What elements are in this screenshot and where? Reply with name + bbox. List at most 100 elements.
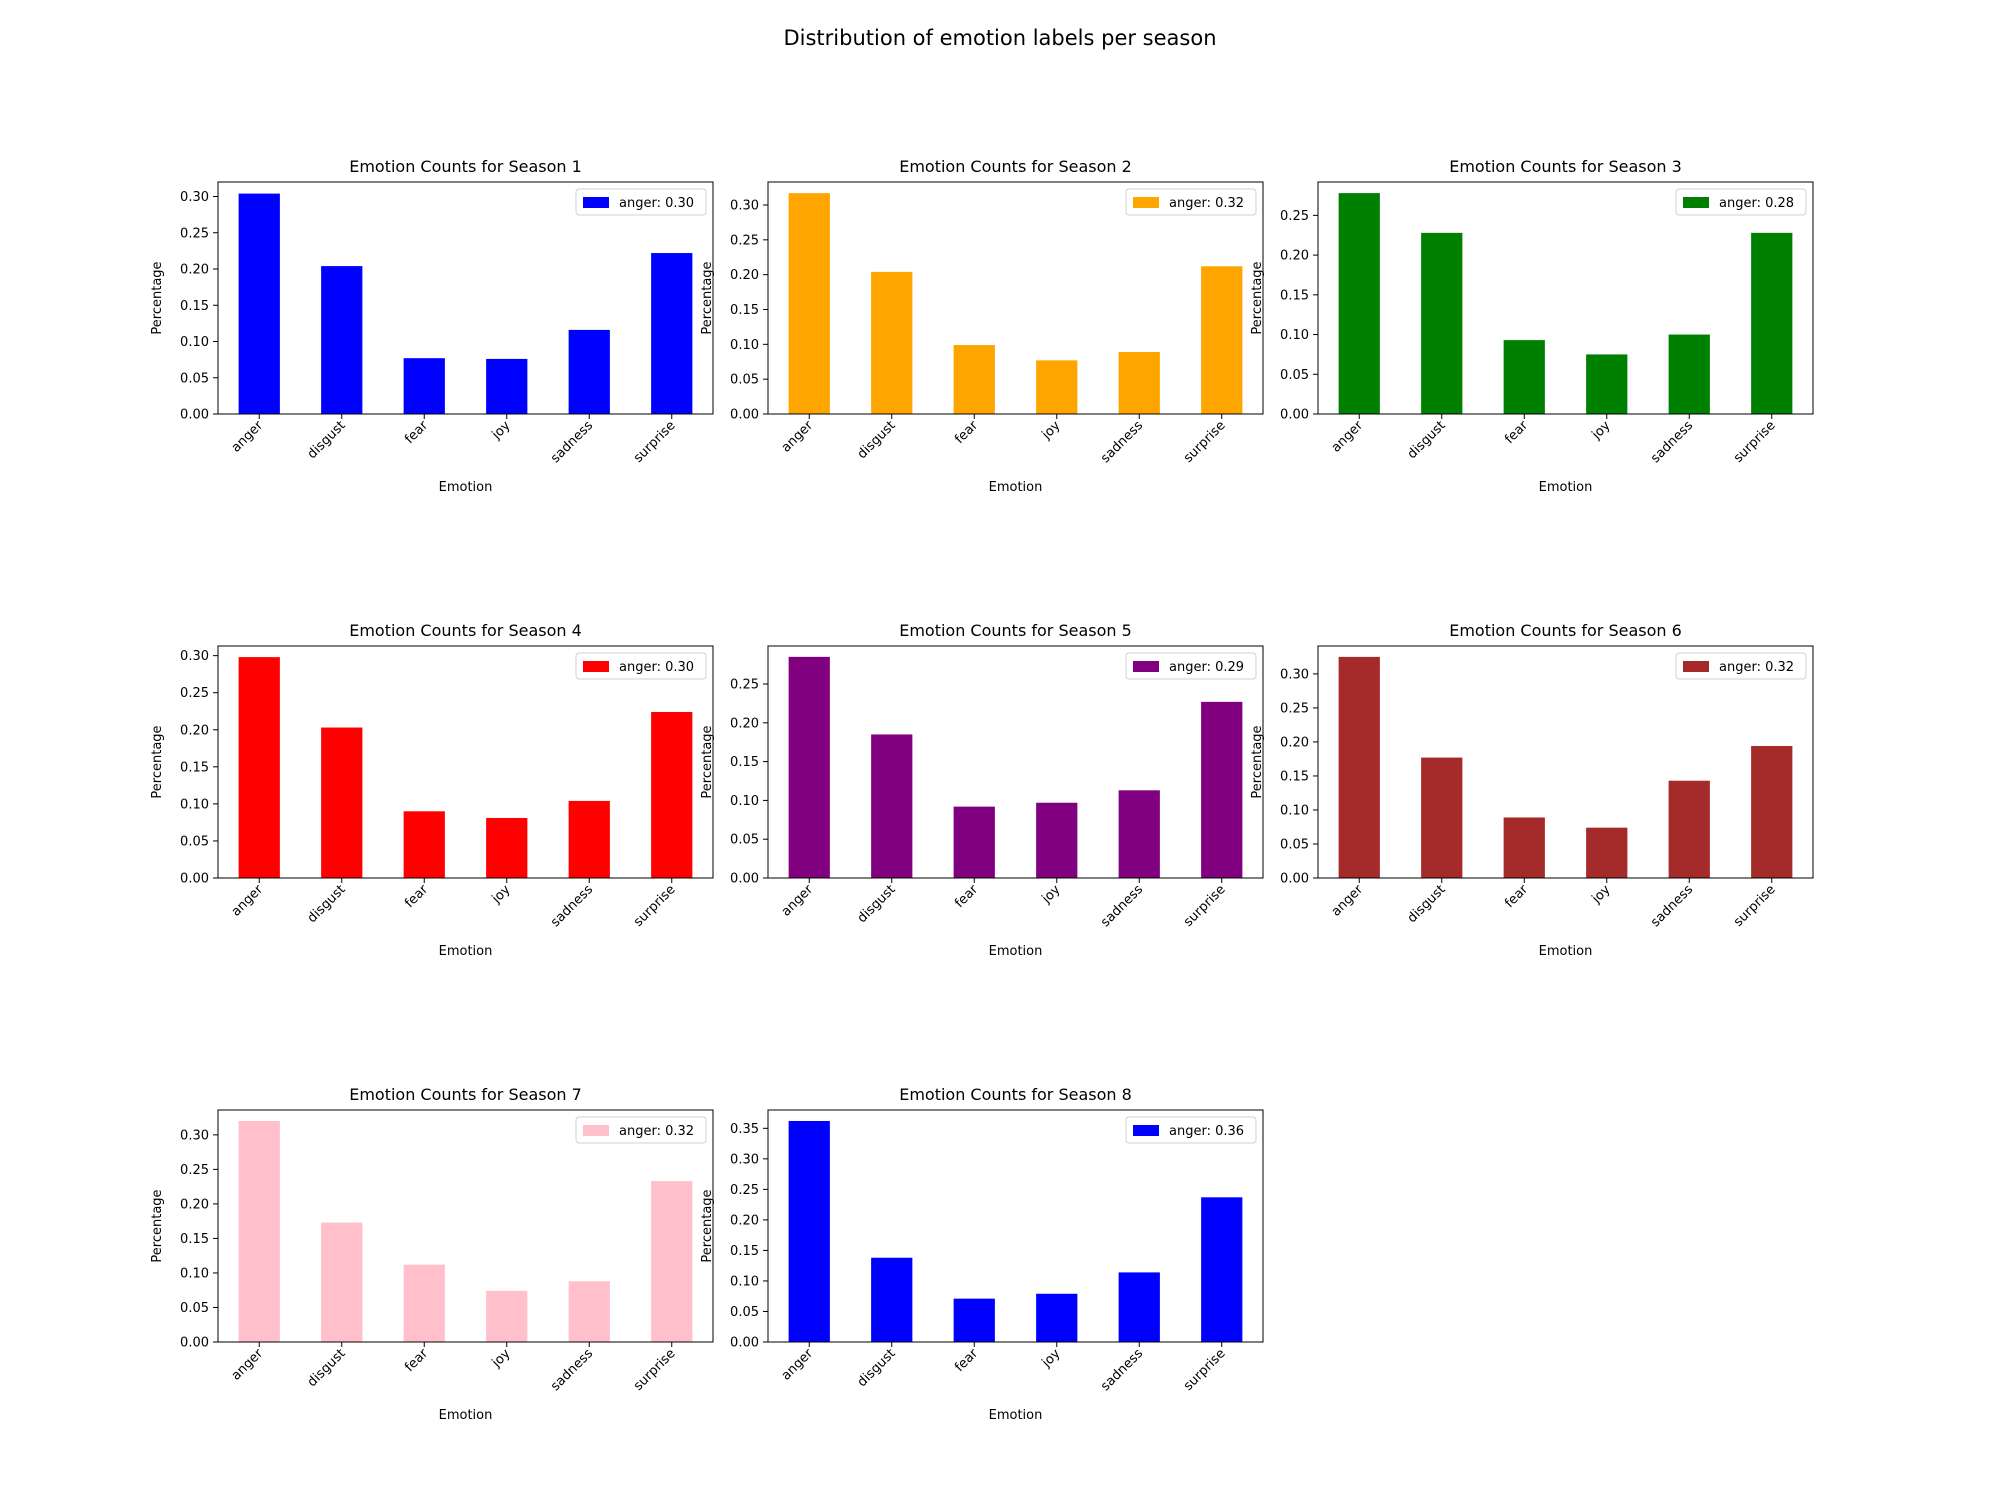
y-tick-label: 0.25	[180, 1163, 209, 1178]
y-axis-label: Percentage	[150, 261, 165, 334]
plot-frame	[217, 1109, 714, 1343]
bar-sadness	[1118, 790, 1160, 878]
x-tick-label-joy: joy	[1589, 882, 1614, 907]
y-tick-label: 0.00	[180, 408, 209, 423]
y-tick-label: 0.15	[730, 1244, 759, 1259]
x-tick-label-fear: fear	[952, 882, 981, 911]
bar-surprise	[1201, 266, 1243, 414]
legend: anger: 0.32	[575, 1116, 707, 1144]
y-tick-label: 0.30	[730, 1152, 759, 1167]
y-tick-label: 0.20	[180, 723, 209, 738]
y-tick-label: 0.10	[1280, 803, 1309, 818]
y-tick-label: 0.30	[180, 190, 209, 205]
bar-sadness	[568, 1281, 610, 1342]
bar-joy	[1036, 802, 1078, 878]
y-axis-label: Percentage	[150, 725, 165, 798]
chart-title: Emotion Counts for Season 2	[899, 157, 1132, 176]
bar-sadness	[1118, 351, 1160, 414]
x-tick-label-joy: joy	[1039, 1346, 1064, 1371]
bar-joy	[1586, 827, 1628, 878]
x-tick-label-fear: fear	[1502, 418, 1531, 447]
y-tick-label: 0.15	[180, 760, 209, 775]
bar-surprise	[651, 711, 693, 878]
legend-label: anger: 0.29	[1169, 660, 1244, 675]
y-tick-label: 0.05	[1280, 837, 1309, 852]
legend: anger: 0.28	[1675, 188, 1807, 216]
bar-surprise	[1201, 701, 1243, 878]
x-tick-label-fear: fear	[402, 882, 431, 911]
legend: anger: 0.30	[575, 188, 707, 216]
x-tick-label-disgust: disgust	[855, 882, 899, 926]
bar-anger	[788, 193, 830, 414]
x-axis-label: Emotion	[439, 944, 493, 959]
bar-disgust	[321, 1222, 363, 1342]
legend-box	[575, 1116, 707, 1144]
y-tick-label: 0.25	[730, 233, 759, 248]
bar-disgust	[1421, 232, 1463, 414]
x-tick-label-disgust: disgust	[1405, 882, 1449, 926]
y-tick-label: 0.05	[180, 371, 209, 386]
y-tick-label: 0.00	[1280, 408, 1309, 423]
y-tick-label: 0.20	[1280, 249, 1309, 264]
bar-joy	[486, 358, 528, 414]
x-tick-label-surprise: surprise	[631, 882, 679, 930]
y-tick-label: 0.25	[730, 678, 759, 693]
y-tick-label: 0.00	[730, 872, 759, 887]
legend-box	[1675, 652, 1807, 680]
y-tick-label: 0.20	[730, 1213, 759, 1228]
y-tick-label: 0.05	[730, 373, 759, 388]
bar-disgust	[321, 727, 363, 878]
x-tick-label-surprise: surprise	[631, 418, 679, 466]
x-tick-label-anger: anger	[1329, 418, 1367, 456]
x-tick-label-anger: anger	[779, 882, 817, 920]
y-tick-label: 0.10	[730, 794, 759, 809]
y-tick-label: 0.20	[730, 716, 759, 731]
y-tick-label: 0.15	[1280, 769, 1309, 784]
legend: anger: 0.32	[1675, 652, 1807, 680]
y-tick-label: 0.15	[180, 1232, 209, 1247]
bar-disgust	[871, 734, 913, 878]
bar-sadness	[1668, 780, 1710, 878]
x-tick-label-surprise: surprise	[631, 1346, 679, 1394]
bar-sadness	[1118, 1272, 1160, 1342]
y-tick-label: 0.10	[180, 797, 209, 812]
x-tick-label-joy: joy	[1039, 882, 1064, 907]
plot-frame	[767, 1109, 1264, 1343]
y-tick-label: 0.30	[180, 1128, 209, 1143]
bar-surprise	[651, 1181, 693, 1342]
chart-title: Emotion Counts for Season 3	[1449, 157, 1682, 176]
y-tick-label: 0.05	[180, 834, 209, 849]
y-tick-label: 0.00	[180, 1336, 209, 1351]
legend-box	[575, 652, 707, 680]
legend: anger: 0.29	[1125, 652, 1257, 680]
x-tick-label-sadness: sadness	[548, 1346, 596, 1394]
y-tick-label: 0.00	[1280, 872, 1309, 887]
bar-joy	[1586, 354, 1628, 414]
y-tick-label: 0.00	[730, 408, 759, 423]
x-tick-label-fear: fear	[402, 418, 431, 447]
x-axis-label: Emotion	[989, 1408, 1043, 1423]
y-axis-label: Percentage	[1250, 725, 1265, 798]
legend-label: anger: 0.32	[619, 1124, 694, 1139]
legend-swatch	[583, 197, 609, 208]
x-tick-label-joy: joy	[489, 882, 514, 907]
y-tick-label: 0.20	[180, 1197, 209, 1212]
x-tick-label-anger: anger	[779, 418, 817, 456]
x-tick-label-sadness: sadness	[1648, 882, 1696, 930]
bar-disgust	[1421, 757, 1463, 878]
plot-frame	[1317, 645, 1814, 879]
y-tick-label: 0.10	[1280, 328, 1309, 343]
chart-panel-8: 0.00 0.05 0.10 0.15 0.20 0.25 0.30 0.35 anger dis…	[700, 1085, 1264, 1423]
bar-fear	[403, 1264, 445, 1342]
x-tick-label-disgust: disgust	[1405, 418, 1449, 462]
bar-fear	[953, 1298, 995, 1342]
y-tick-label: 0.15	[730, 303, 759, 318]
plot-frame	[767, 645, 1264, 879]
legend-swatch	[1133, 661, 1159, 672]
x-tick-label-fear: fear	[952, 418, 981, 447]
x-tick-label-disgust: disgust	[305, 418, 349, 462]
chart-panel-1: 0.00 0.05 0.10 0.15 0.20 0.25 0.30 anger disgust…	[150, 157, 714, 495]
y-tick-label: 0.15	[730, 755, 759, 770]
plot-frame	[217, 181, 714, 415]
